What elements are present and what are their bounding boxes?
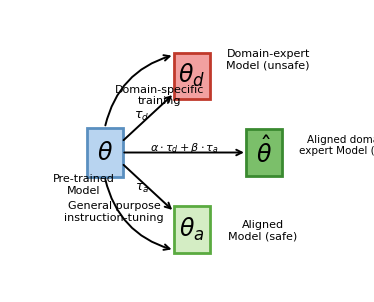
Text: $\theta_a$: $\theta_a$ <box>179 216 205 243</box>
Text: $\theta_d$: $\theta_d$ <box>178 62 205 89</box>
Text: Domain-specific
training: Domain-specific training <box>115 85 204 106</box>
Text: $\theta$: $\theta$ <box>97 140 113 165</box>
Text: $\hat{\theta}$: $\hat{\theta}$ <box>256 137 272 168</box>
Text: Aligned domain-
expert Model (safe): Aligned domain- expert Model (safe) <box>299 135 374 156</box>
Text: Domain-expert
Model (unsafe): Domain-expert Model (unsafe) <box>227 49 310 70</box>
Text: $\alpha \cdot \tau_d + \beta \cdot \tau_a$: $\alpha \cdot \tau_d + \beta \cdot \tau_… <box>150 141 218 155</box>
FancyBboxPatch shape <box>87 128 123 177</box>
Text: Aligned
Model (safe): Aligned Model (safe) <box>228 220 297 241</box>
Text: General purpose
instruction-tuning: General purpose instruction-tuning <box>64 201 164 223</box>
Text: $\tau_a$: $\tau_a$ <box>135 182 149 195</box>
FancyBboxPatch shape <box>246 129 282 176</box>
Text: $\tau_d$: $\tau_d$ <box>134 110 149 123</box>
Text: Pre-trained
Model: Pre-trained Model <box>52 174 114 196</box>
FancyBboxPatch shape <box>174 53 210 99</box>
FancyBboxPatch shape <box>174 206 210 252</box>
